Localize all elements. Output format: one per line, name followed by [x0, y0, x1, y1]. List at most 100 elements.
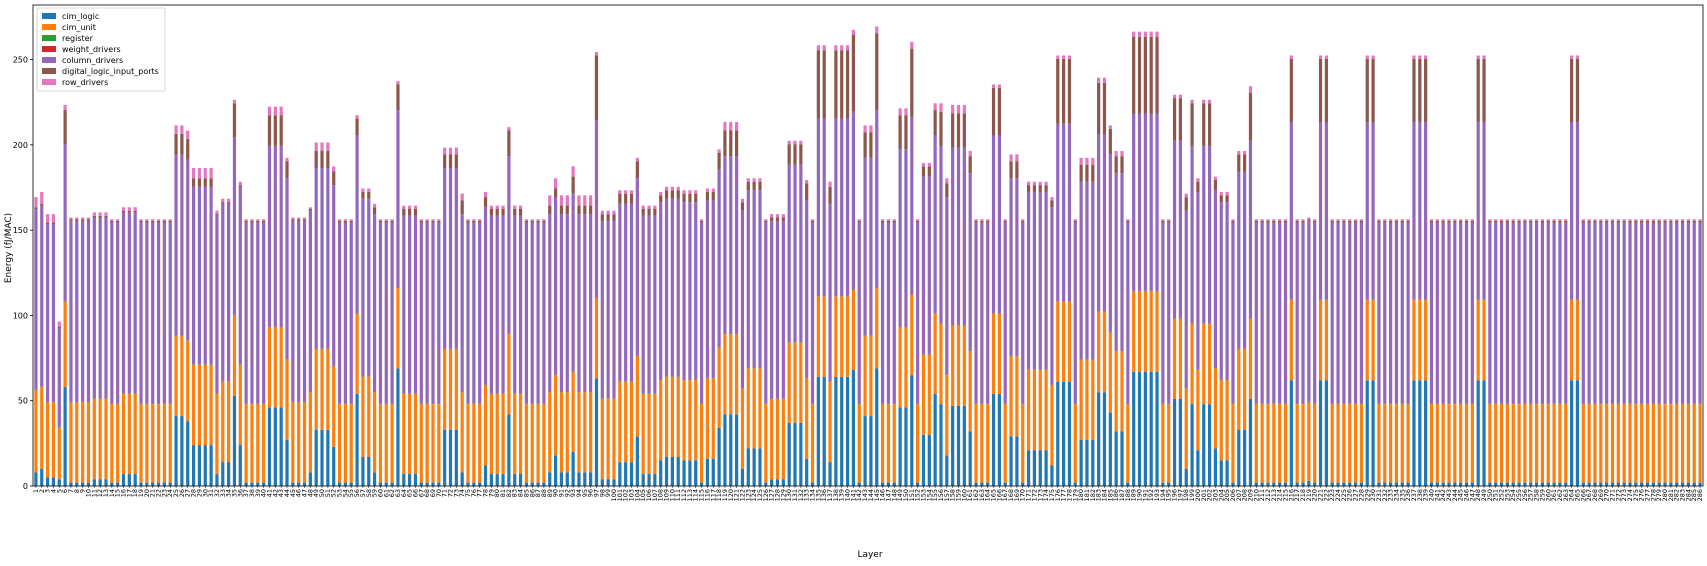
- bar-segment-cim_unit: [472, 404, 475, 482]
- bar-segment-column_drivers: [554, 197, 557, 374]
- bar-segment-cim_logic: [1693, 483, 1696, 486]
- bar-segment-row_drivers: [1179, 95, 1182, 98]
- bar-segment-cim_logic: [245, 483, 248, 486]
- bar-segment-row_drivers: [630, 190, 633, 193]
- bar-segment-cim_unit: [1331, 404, 1334, 482]
- bar-segment-cim_unit: [1517, 404, 1520, 482]
- bar-segment-column_drivers: [449, 168, 452, 349]
- bar-segment-column_drivers: [1453, 223, 1456, 404]
- bar-segment-column_drivers: [1436, 223, 1439, 404]
- bar-segment-cim_logic: [1039, 450, 1042, 486]
- bar-segment-column_drivers: [437, 223, 440, 404]
- legend-swatch-column_drivers: [42, 57, 56, 63]
- bar-segment-cim_logic: [134, 474, 137, 486]
- bar-segment-cim_logic: [408, 474, 411, 486]
- bar-segment-digital_logic_input_ports: [1488, 221, 1491, 223]
- bar-segment-cim_unit: [1663, 404, 1666, 482]
- bar-segment-cim_unit: [87, 402, 90, 482]
- bar-segment-cim_unit: [262, 404, 265, 482]
- legend-label-register: register: [62, 34, 94, 43]
- bar-segment-column_drivers: [828, 204, 831, 381]
- bar-segment-row_drivers: [899, 108, 902, 115]
- bar-segment-digital_logic_input_ports: [58, 327, 61, 329]
- bar-segment-row_drivers: [338, 219, 341, 221]
- bar-segment-cim_unit: [1021, 404, 1024, 482]
- bar-segment-cim_logic: [204, 445, 207, 486]
- bar-segment-row_drivers: [1167, 219, 1170, 221]
- bar-segment-cim_unit: [1658, 404, 1661, 482]
- bar-segment-row_drivers: [151, 219, 154, 221]
- bar-segment-row_drivers: [1506, 219, 1509, 221]
- bar-segment-digital_logic_input_ports: [945, 183, 948, 197]
- bar-segment-digital_logic_input_ports: [291, 219, 294, 221]
- bar-segment-row_drivers: [589, 195, 592, 205]
- bar-segment-row_drivers: [1623, 219, 1626, 221]
- bar-segment-cim_logic: [624, 462, 627, 486]
- bar-segment-digital_logic_input_ports: [828, 187, 831, 204]
- bar-segment-digital_logic_input_ports: [1319, 59, 1322, 122]
- bar-segment-cim_unit: [1214, 368, 1217, 448]
- bar-segment-cim_unit: [764, 404, 767, 482]
- bar-segment-row_drivers: [81, 218, 84, 220]
- bar-segment-cim_unit: [408, 394, 411, 474]
- bar-segment-digital_logic_input_ports: [636, 161, 639, 178]
- bar-segment-row_drivers: [939, 103, 942, 112]
- bar-segment-cim_logic: [1500, 483, 1503, 486]
- bar-segment-row_drivers: [659, 192, 662, 195]
- bar-segment-row_drivers: [1074, 219, 1077, 221]
- bar-segment-cim_unit: [1669, 404, 1672, 482]
- bar-segment-cim_logic: [1050, 466, 1053, 486]
- bar-segment-row_drivers: [723, 122, 726, 131]
- legend: cim_logiccim_unitregisterweight_driversc…: [37, 8, 165, 91]
- bar-segment-cim_unit: [1115, 351, 1118, 431]
- bar-segment-digital_logic_input_ports: [64, 110, 67, 144]
- bar-segment-digital_logic_input_ports: [659, 195, 662, 202]
- bar-segment-column_drivers: [1599, 223, 1602, 404]
- bar-segment-row_drivers: [1535, 219, 1538, 221]
- bar-segment-column_drivers: [1494, 223, 1497, 404]
- bar-segment-cim_unit: [139, 404, 142, 482]
- bar-segment-column_drivers: [285, 178, 288, 359]
- bar-segment-column_drivers: [653, 216, 656, 393]
- bar-segment-column_drivers: [998, 136, 1001, 313]
- bar-segment-cim_unit: [1261, 404, 1264, 482]
- bar-segment-row_drivers: [198, 168, 201, 178]
- bar-segment-row_drivers: [858, 219, 861, 221]
- bar-segment-row_drivers: [1471, 219, 1474, 221]
- bar-segment-column_drivers: [344, 223, 347, 404]
- bar-segment-digital_logic_input_ports: [233, 103, 236, 137]
- bar-segment-cim_logic: [647, 474, 650, 486]
- bar-segment-cim_logic: [104, 479, 107, 486]
- bar-segment-cim_logic: [805, 459, 808, 486]
- bar-segment-digital_logic_input_ports: [782, 218, 785, 221]
- bar-segment-cim_logic: [34, 472, 37, 486]
- bar-segment-cim_unit: [1535, 404, 1538, 482]
- bar-segment-digital_logic_input_ports: [1500, 221, 1503, 223]
- bar-segment-column_drivers: [1097, 134, 1100, 311]
- bar-segment-cim_logic: [1646, 483, 1649, 486]
- bar-segment-row_drivers: [367, 189, 370, 192]
- bar-segment-row_drivers: [1599, 219, 1602, 221]
- bar-segment-column_drivers: [40, 206, 43, 387]
- bar-segment-cim_logic: [1681, 483, 1684, 486]
- bar-segment-column_drivers: [122, 212, 125, 393]
- bar-segment-column_drivers: [589, 214, 592, 391]
- bar-segment-cim_unit: [951, 326, 954, 406]
- bar-segment-cim_logic: [601, 479, 604, 486]
- bar-segment-cim_unit: [1377, 404, 1380, 482]
- bar-segment-cim_unit: [1588, 404, 1591, 482]
- bar-segment-digital_logic_input_ports: [315, 151, 318, 168]
- bar-segment-column_drivers: [595, 120, 598, 297]
- bar-segment-column_drivers: [1138, 113, 1141, 290]
- bar-segment-row_drivers: [1103, 78, 1106, 83]
- bar-segment-row_drivers: [326, 142, 329, 151]
- bar-segment-column_drivers: [1512, 223, 1515, 404]
- bar-segment-column_drivers: [875, 110, 878, 287]
- bar-segment-column_drivers: [58, 328, 61, 427]
- bar-segment-digital_logic_input_ports: [1103, 83, 1106, 134]
- bar-segment-column_drivers: [367, 199, 370, 376]
- bar-segment-cim_unit: [1459, 404, 1462, 482]
- bar-segment-column_drivers: [904, 149, 907, 326]
- bar-segment-cim_unit: [647, 394, 650, 474]
